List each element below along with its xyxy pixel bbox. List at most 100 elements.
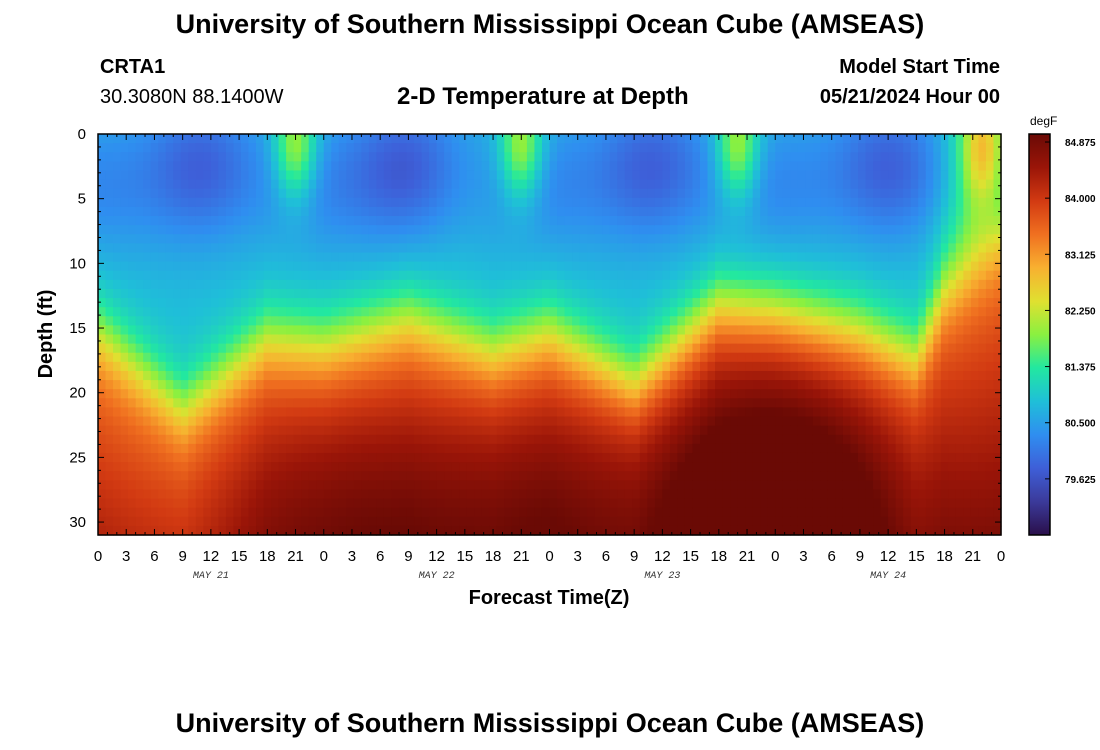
heatmap-cell: [737, 489, 746, 500]
heatmap-cell: [421, 525, 430, 536]
heatmap-cell: [827, 216, 837, 226]
heatmap-cell: [812, 480, 822, 491]
heatmap-cell: [677, 261, 686, 272]
heatmap-cell: [624, 161, 633, 172]
heatmap-cell: [444, 425, 453, 436]
heatmap-cell: [526, 434, 536, 445]
heatmap-cell: [647, 270, 656, 281]
heatmap-cell: [910, 361, 919, 372]
heatmap-cell: [564, 325, 573, 336]
heatmap-cell: [203, 179, 212, 190]
heatmap-cell: [842, 434, 852, 445]
heatmap-cell: [805, 462, 814, 472]
heatmap-cell: [940, 361, 949, 372]
heatmap-cell: [835, 279, 844, 290]
heatmap-cell: [421, 380, 430, 390]
heatmap-cell: [316, 471, 325, 481]
heatmap-cell: [572, 471, 581, 481]
heatmap-cell: [669, 216, 679, 226]
heatmap-cell: [248, 279, 257, 290]
heatmap-cell: [113, 188, 122, 199]
heatmap-cell: [143, 252, 152, 263]
heatmap-cell: [105, 507, 114, 518]
heatmap-cell: [933, 471, 942, 481]
heatmap-cell: [940, 270, 949, 281]
heatmap-cell: [858, 370, 867, 381]
heatmap-cell: [925, 480, 934, 491]
heatmap-cell: [850, 452, 859, 463]
heatmap-cell: [858, 398, 867, 409]
heatmap-cell: [519, 316, 528, 326]
heatmap-cell: [722, 525, 731, 536]
heatmap-cell: [474, 407, 483, 418]
heatmap-cell: [572, 252, 581, 263]
heatmap-cell: [557, 225, 566, 235]
heatmap-cell: [587, 452, 596, 463]
heatmap-cell: [647, 225, 656, 235]
heatmap-cell: [903, 380, 912, 390]
heatmap-cell: [722, 170, 731, 181]
heatmap-cell: [331, 334, 340, 345]
heatmap-cell: [383, 489, 393, 500]
heatmap-cell: [113, 452, 122, 463]
heatmap-cell: [399, 380, 408, 390]
heatmap-cell: [165, 370, 174, 381]
heatmap-cell: [361, 471, 370, 481]
heatmap-cell: [308, 389, 317, 399]
heatmap-cell: [105, 325, 114, 336]
heatmap-cell: [180, 279, 189, 290]
heatmap-cell: [722, 279, 731, 290]
heatmap-cell: [639, 370, 648, 381]
heatmap-cell: [609, 179, 618, 190]
heatmap-cell: [684, 480, 694, 491]
heatmap-cell: [504, 206, 513, 217]
heatmap-cell: [835, 288, 844, 299]
heatmap-cell: [444, 243, 453, 254]
heatmap-cell: [700, 143, 709, 153]
heatmap-cell: [805, 498, 814, 509]
heatmap-cell: [361, 525, 370, 536]
heatmap-cell: [587, 370, 596, 381]
heatmap-cell: [128, 452, 137, 463]
heatmap-cell: [526, 179, 536, 190]
heatmap-cell: [730, 380, 739, 390]
heatmap-cell: [353, 370, 362, 381]
heatmap-cell: [218, 452, 227, 463]
heatmap-cell: [534, 206, 543, 217]
heatmap-cell: [827, 416, 837, 427]
heatmap-cell: [684, 380, 694, 390]
heatmap-cell: [368, 316, 378, 326]
heatmap-cell: [459, 225, 468, 235]
heatmap-cell: [692, 507, 701, 518]
heatmap-cell: [647, 243, 656, 254]
heatmap-cell: [880, 525, 889, 536]
heatmap-cell: [414, 161, 423, 172]
heatmap-cell: [511, 325, 521, 336]
heatmap-cell: [436, 416, 445, 427]
heatmap-cell: [399, 471, 408, 481]
heatmap-cell: [323, 452, 332, 463]
heatmap-cell: [105, 462, 114, 472]
heatmap-cell: [135, 298, 144, 308]
heatmap-cell: [113, 370, 122, 381]
heatmap-cell: [248, 471, 257, 481]
heatmap-cell: [188, 170, 197, 181]
heatmap-cell: [707, 489, 716, 500]
heatmap-cell: [399, 216, 408, 226]
heatmap-cell: [158, 434, 167, 445]
heatmap-cell: [180, 343, 189, 354]
heatmap-cell: [797, 525, 806, 536]
heatmap-cell: [722, 407, 731, 418]
heatmap-cell: [399, 425, 408, 436]
heatmap-cell: [842, 443, 852, 454]
heatmap-cell: [745, 443, 754, 454]
heatmap-cell: [858, 325, 867, 336]
heatmap-cell: [700, 307, 709, 317]
heatmap-cell: [421, 507, 430, 518]
heatmap-cell: [737, 161, 746, 172]
heatmap-cell: [820, 416, 829, 427]
heatmap-cell: [654, 425, 663, 436]
heatmap-cell: [873, 234, 882, 244]
heatmap-cell: [918, 407, 927, 418]
heatmap-cell: [210, 471, 220, 481]
